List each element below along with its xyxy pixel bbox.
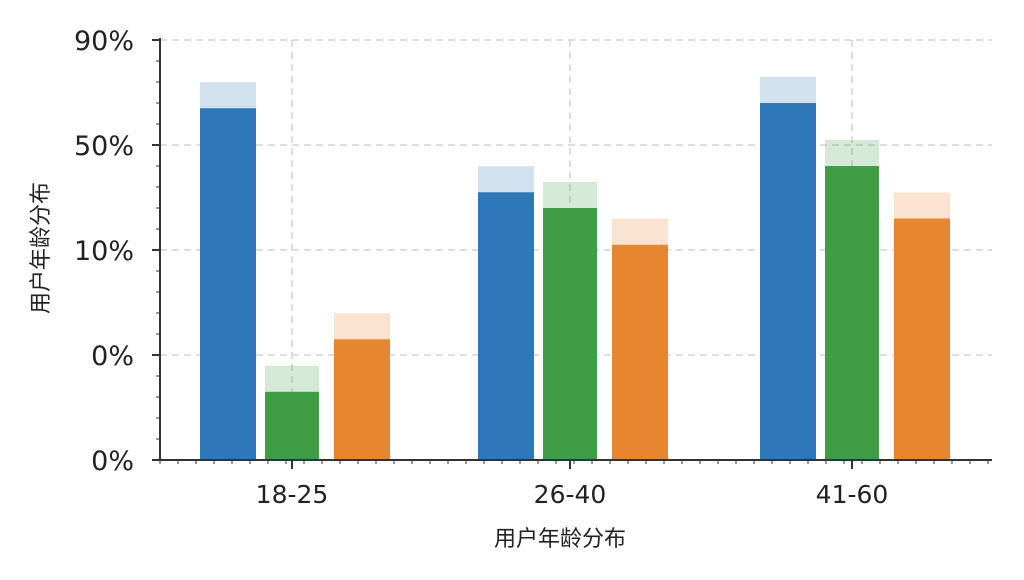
bar-ghost	[265, 365, 319, 392]
bar	[265, 391, 319, 460]
x-axis-title: 用户年龄分布	[494, 527, 626, 552]
bar-ghost	[825, 140, 879, 166]
bar-ghost	[334, 313, 390, 340]
y-tick-label: 0%	[91, 341, 134, 372]
y-tick-labels: 0% 0% 10% 50% 90%	[74, 26, 160, 477]
bar	[543, 208, 597, 460]
bar	[478, 192, 534, 460]
bar	[825, 166, 879, 460]
y-tick-label: 90%	[74, 26, 134, 57]
bars	[200, 77, 950, 460]
x-tick-label: 18-25	[256, 480, 329, 509]
bar	[612, 244, 668, 460]
bar-ghost	[894, 192, 950, 219]
bar-ghost	[478, 166, 534, 193]
bar-ghost	[612, 218, 668, 245]
bar	[334, 339, 390, 460]
bar	[760, 103, 816, 460]
y-axis-title: 用户年龄分布	[29, 182, 54, 314]
y-tick-label: 0%	[91, 446, 134, 477]
bar-ghost	[543, 182, 597, 208]
bar-ghost	[760, 77, 816, 103]
bar	[200, 108, 256, 460]
y-tick-label: 50%	[74, 131, 134, 162]
bar	[894, 218, 950, 460]
bar-ghost	[200, 82, 256, 109]
y-tick-label: 10%	[74, 236, 134, 267]
x-tick-label: 26-40	[534, 480, 607, 509]
x-tick-label: 41-60	[816, 480, 889, 509]
x-tick-labels: 18-25 26-40 41-60	[159, 460, 989, 509]
